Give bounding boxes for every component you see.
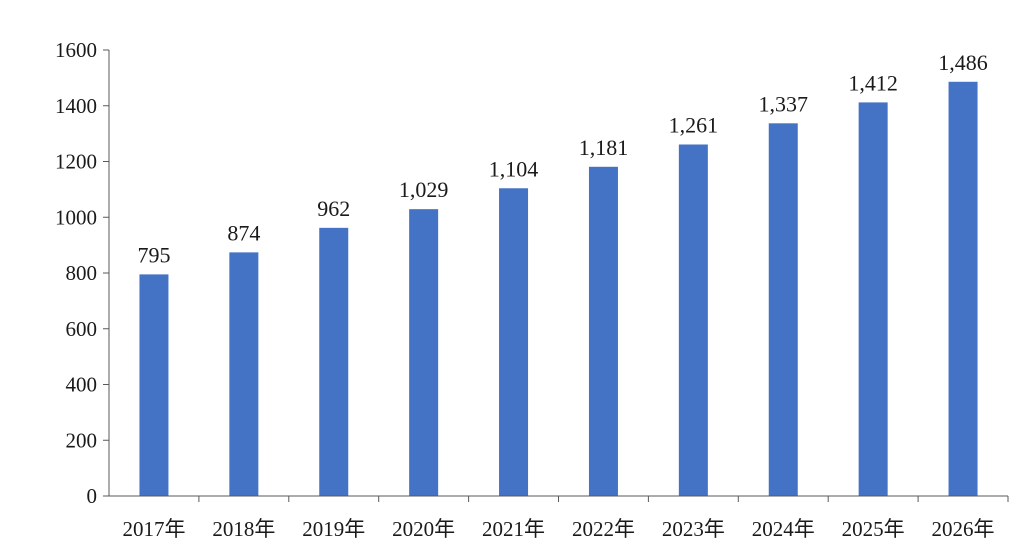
x-tick-label: 2019年 [302,517,365,541]
y-tick-label: 600 [66,317,98,341]
x-tick-label: 2018年 [212,517,275,541]
bar [229,252,259,496]
bar [409,209,439,496]
y-tick-label: 0 [87,484,98,508]
bar [319,227,349,496]
x-tick-label: 2022年 [572,517,635,541]
data-label: 1,412 [848,70,898,95]
y-tick-label: 1200 [55,150,97,174]
data-label: 1,029 [399,177,449,202]
x-tick-label: 2020年 [392,517,455,541]
bar [678,144,708,496]
x-tick-label: 2023年 [662,517,725,541]
bar [499,188,529,496]
y-tick-label: 400 [66,373,98,397]
bars [139,81,978,496]
data-label: 1,486 [938,50,988,75]
bar [858,102,888,496]
data-labels: 795 874 962 1,029 1,104 1,181 1,261 1,337 1,412 1… [137,50,987,268]
data-label: 1,337 [759,91,809,116]
bar [948,81,978,496]
x-tick-label: 2025年 [842,517,905,541]
x-tick-label: 2024年 [752,517,815,541]
bar [139,274,169,496]
x-tick-label: 2017年 [122,517,185,541]
y-tick-label: 1400 [55,94,97,118]
data-label: 962 [317,196,350,221]
data-label: 874 [227,220,260,245]
data-label: 1,104 [489,156,539,181]
x-axis-ticks: 2017年 2018年 2019年 2020年 2021年 2022年 2023年 2024年… [122,496,1009,541]
y-tick-label: 800 [66,261,98,285]
y-tick-label: 1000 [55,205,97,229]
data-label: 795 [137,242,170,267]
data-label: 1,181 [579,135,629,160]
bar [588,166,618,496]
bar [768,123,798,496]
data-label: 1,261 [669,112,719,137]
y-axis-ticks: 0 200 400 600 800 1000 1200 1400 1600 [55,38,109,508]
y-tick-label: 1600 [55,38,97,62]
y-tick-label: 200 [66,428,98,452]
x-tick-label: 2021年 [482,517,545,541]
x-tick-label: 2026年 [932,517,995,541]
